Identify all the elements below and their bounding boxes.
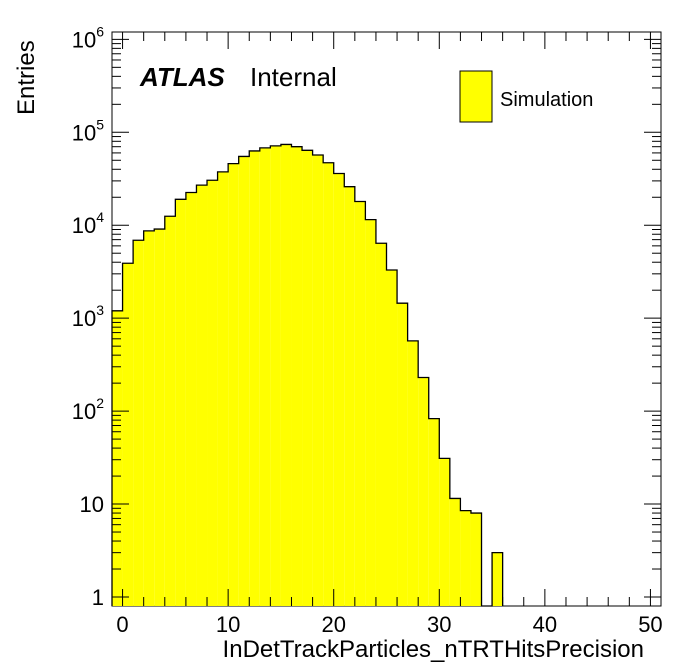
histogram-bar [207,180,218,606]
histogram-bar [112,310,123,606]
histogram-bar [238,156,250,606]
internal-label: Internal [250,62,337,92]
histogram-bar [270,145,281,606]
x-tick-label: 40 [533,612,557,637]
histogram-bar [470,513,482,606]
x-tick-label: 30 [427,612,451,637]
x-tick-label: 0 [116,612,128,637]
y-tick-label: 102 [72,395,104,424]
legend: Simulation [459,70,593,123]
histogram-outline [111,143,504,607]
x-tick-label: 10 [216,612,240,637]
y-tick-label: 103 [72,302,104,331]
atlas-label: ATLAS [139,62,225,92]
histogram-bar [428,418,440,606]
axis-ticks [112,32,661,606]
histogram-bar [302,150,313,606]
histogram-bar [122,263,134,606]
histogram-bars [112,144,503,607]
x-axis-title: InDetTrackParticles_nTRTHitsPrecision [223,636,644,663]
histogram-bar [154,229,165,606]
histogram-bar [397,303,408,606]
histogram-bar [143,230,155,606]
histogram-bar [418,377,429,606]
histogram-bar [323,162,334,606]
histogram-bar [164,216,176,606]
histogram-bar [185,192,197,606]
histogram-bar [217,171,229,606]
legend-swatch [459,70,493,123]
histogram-bar [439,458,450,606]
y-tick-label: 10 [80,492,104,517]
y-tick-label: 1 [92,585,104,610]
histogram-bar [312,154,324,607]
x-tick-label: 50 [638,612,662,637]
histogram-bar [291,146,303,606]
histogram-bar [196,185,208,606]
x-tick-labels: 0 10 20 30 40 50 [116,612,662,637]
histogram-bar [449,498,461,606]
histogram-bar [280,144,292,607]
y-tick-labels: 1 10 102 103 104 105 106 [72,23,104,610]
histogram-bar [249,150,260,606]
histogram-bar [333,173,345,606]
histogram-bar [375,243,387,607]
y-tick-label: 105 [72,116,104,145]
histogram-bar [460,510,471,606]
histogram-bar [228,163,239,606]
histogram-bar [492,552,503,606]
histogram-bar [175,199,186,606]
histogram-bar [365,219,376,606]
y-tick-label: 106 [72,23,104,52]
histogram-bar [133,240,144,606]
histogram-bar [259,147,271,606]
y-axis-title: Entries [13,40,40,115]
legend-entry-simulation: Simulation [500,89,593,111]
histogram-bar [407,340,419,606]
histogram-bar [344,186,355,606]
histogram-bar [386,269,398,606]
x-tick-label: 20 [321,612,345,637]
histogram-bar [354,201,366,606]
y-tick-label: 104 [72,209,104,238]
